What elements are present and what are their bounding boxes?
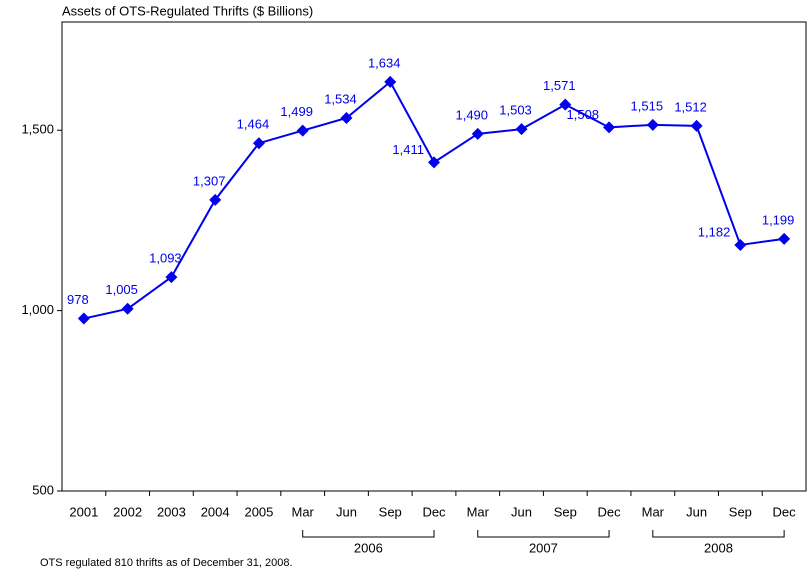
group-bracket (477, 530, 610, 538)
data-label: 978 (67, 292, 89, 307)
data-label: 1,515 (631, 98, 664, 113)
data-label: 1,411 (392, 142, 424, 157)
x-tick-label: Sep (554, 504, 577, 519)
x-tick-label: Jun (686, 504, 707, 519)
data-label: 1,005 (105, 282, 138, 297)
marker (603, 121, 616, 134)
marker (77, 312, 90, 325)
data-label: 1,093 (149, 251, 182, 266)
x-tick-label: Mar (642, 504, 665, 519)
data-label: 1,199 (762, 212, 795, 227)
data-label: 1,307 (193, 173, 226, 188)
y-tick-label: 1,000 (21, 302, 54, 317)
marker (340, 111, 353, 124)
x-tick-label: Sep (729, 504, 752, 519)
x-tick-label: Sep (379, 504, 402, 519)
chart-title: Assets of OTS-Regulated Thrifts ($ Billi… (62, 3, 313, 18)
data-label: 1,512 (674, 99, 707, 114)
x-tick-label: Mar (467, 504, 490, 519)
data-label: 1,534 (324, 91, 357, 106)
group-label: 2006 (354, 540, 383, 555)
marker (296, 124, 309, 137)
marker (778, 232, 791, 245)
data-label: 1,182 (698, 224, 731, 239)
marker (690, 119, 703, 132)
marker (646, 118, 659, 131)
x-tick-label: Dec (773, 504, 797, 519)
data-label: 1,499 (280, 104, 313, 119)
x-tick-label: 2001 (69, 504, 98, 519)
group-bracket (302, 530, 435, 538)
x-tick-label: Dec (597, 504, 621, 519)
marker (252, 137, 265, 150)
group-label: 2008 (704, 540, 733, 555)
plot-frame (61, 21, 807, 492)
marker (209, 193, 222, 206)
x-tick-label: 2003 (157, 504, 186, 519)
x-tick-label: Jun (336, 504, 357, 519)
data-label: 1,490 (455, 107, 488, 122)
x-tick-label: 2005 (244, 504, 273, 519)
data-label: 1,464 (237, 117, 270, 132)
x-tick-label: Dec (422, 504, 446, 519)
line (83, 80, 785, 320)
x-tick-label: Jun (511, 504, 532, 519)
footnote: OTS regulated 810 thrifts as of December… (40, 557, 293, 569)
group-label: 2007 (529, 540, 558, 555)
marker (165, 271, 178, 284)
marker (384, 75, 397, 88)
data-label: 1,503 (499, 103, 532, 118)
data-label: 1,634 (368, 55, 401, 70)
data-label: 1,508 (567, 107, 600, 122)
x-tick-label: Mar (292, 504, 315, 519)
y-tick-label: 500 (32, 482, 54, 497)
group-bracket (652, 530, 785, 538)
marker (734, 238, 747, 251)
data-label: 1,571 (543, 78, 576, 93)
y-tick-label: 1,500 (21, 122, 54, 137)
marker (471, 127, 484, 140)
x-tick-label: 2002 (113, 504, 142, 519)
x-tick-label: 2004 (201, 504, 230, 519)
marker (428, 156, 440, 169)
marker (515, 123, 528, 136)
marker (559, 98, 572, 111)
marker (121, 302, 134, 315)
